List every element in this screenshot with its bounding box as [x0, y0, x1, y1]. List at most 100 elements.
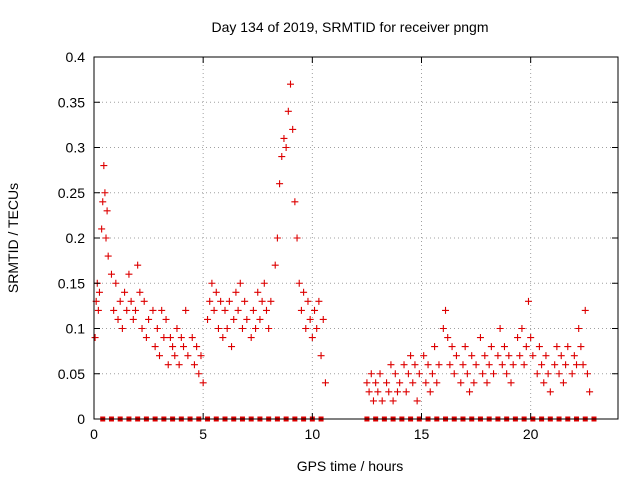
data-point	[100, 162, 108, 170]
data-point	[514, 334, 522, 342]
data-point	[225, 297, 233, 305]
data-point	[396, 379, 404, 387]
data-point	[518, 325, 526, 332]
data-point	[383, 379, 391, 387]
data-point	[413, 397, 421, 405]
data-point	[177, 334, 185, 342]
data-point	[300, 288, 308, 296]
data-point	[446, 361, 454, 369]
data-point	[121, 288, 129, 296]
x-tick-label: 20	[523, 426, 539, 442]
data-point	[230, 315, 238, 323]
data-point	[472, 361, 480, 369]
data-point	[123, 306, 131, 314]
data-point	[243, 315, 251, 323]
data-point	[315, 297, 323, 305]
data-point	[402, 388, 410, 396]
data-point	[319, 315, 327, 323]
data-point	[166, 334, 174, 342]
data-point	[260, 279, 268, 287]
data-point	[457, 379, 465, 387]
data-point	[385, 388, 393, 396]
data-point	[164, 361, 172, 369]
data-point	[391, 370, 399, 378]
data-point	[490, 370, 498, 378]
data-point	[583, 370, 591, 378]
data-point	[249, 306, 257, 314]
data-point	[287, 80, 294, 88]
data-point	[180, 343, 188, 351]
data-point	[411, 361, 419, 369]
data-point	[169, 343, 177, 351]
data-point	[442, 306, 450, 314]
data-point	[182, 306, 190, 314]
data-point	[363, 379, 371, 387]
data-point	[103, 207, 111, 215]
data-point	[470, 379, 478, 387]
y-tick-label: 0.1	[66, 321, 86, 337]
data-point	[193, 343, 201, 351]
data-point	[219, 334, 227, 342]
data-point	[127, 297, 135, 305]
data-point	[389, 397, 397, 405]
data-point	[184, 352, 192, 360]
data-point	[568, 370, 576, 378]
data-point	[212, 288, 220, 296]
data-point	[546, 388, 554, 396]
data-point	[439, 325, 447, 332]
data-point	[136, 288, 144, 296]
data-point	[110, 306, 118, 314]
data-point	[99, 198, 107, 206]
data-point	[393, 388, 401, 396]
data-point	[496, 325, 504, 332]
data-point	[524, 297, 532, 305]
data-point	[459, 361, 467, 369]
data-point	[293, 234, 301, 242]
data-point	[431, 343, 439, 351]
data-point	[188, 334, 196, 342]
data-point	[223, 325, 231, 332]
data-point	[321, 379, 329, 387]
data-point	[142, 334, 150, 342]
data-point	[107, 270, 115, 278]
data-point	[190, 361, 198, 369]
data-point	[557, 352, 565, 360]
data-point	[551, 361, 559, 369]
x-tick-label: 0	[90, 426, 98, 442]
data-point	[114, 315, 122, 323]
data-point	[538, 361, 546, 369]
data-point	[553, 343, 561, 351]
x-tick-label: 15	[414, 426, 430, 442]
data-point	[102, 234, 110, 242]
data-point	[559, 379, 567, 387]
data-point	[267, 297, 275, 305]
data-point	[145, 315, 153, 323]
data-point	[520, 361, 528, 369]
data-point	[158, 306, 166, 314]
data-point	[503, 370, 511, 378]
data-point	[134, 261, 142, 269]
data-point	[262, 306, 270, 314]
data-point	[284, 107, 292, 115]
data-point	[278, 153, 286, 161]
x-tick-label: 10	[305, 426, 321, 442]
data-point	[466, 388, 474, 396]
data-point	[529, 352, 537, 360]
data-point	[562, 361, 570, 369]
data-point	[516, 352, 524, 360]
data-point	[138, 325, 146, 332]
data-point	[149, 306, 157, 314]
data-point	[206, 297, 214, 305]
data-point	[254, 288, 262, 296]
data-point	[273, 234, 281, 242]
data-point	[280, 134, 288, 142]
data-point	[452, 352, 460, 360]
data-point	[444, 334, 452, 342]
data-point	[208, 279, 216, 287]
data-point	[570, 352, 578, 360]
data-point	[424, 361, 432, 369]
y-tick-label: 0.25	[58, 185, 85, 201]
data-point	[479, 370, 487, 378]
